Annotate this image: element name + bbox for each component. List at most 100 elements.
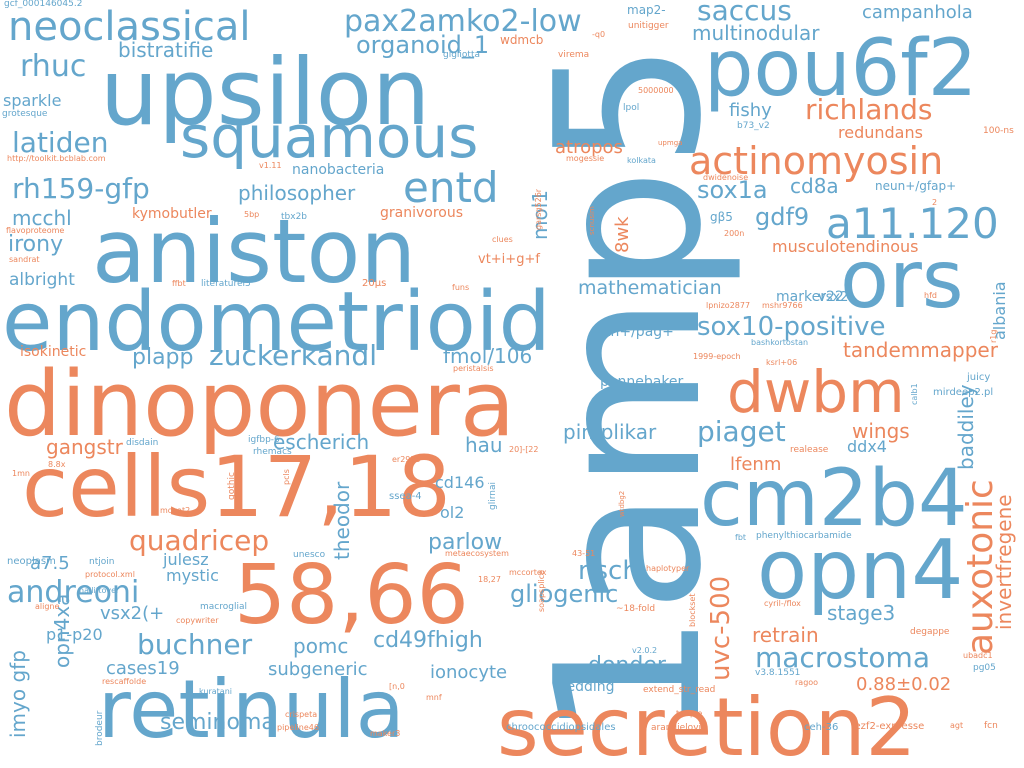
word: atropos	[555, 137, 623, 158]
word: cyril-/flox	[764, 599, 801, 608]
word: a11.120	[826, 199, 999, 248]
word: v1.11	[259, 161, 282, 170]
word: disdain	[126, 438, 159, 448]
word: scnusim	[588, 206, 596, 235]
word: 2	[932, 198, 938, 207]
word: garsg526r	[534, 188, 543, 230]
word: 5bp	[244, 210, 260, 219]
word: kolkata	[627, 156, 656, 165]
word: 43-51	[572, 549, 596, 558]
word: ragoo	[795, 678, 819, 687]
word: wedding	[555, 679, 615, 695]
word: 200n	[724, 229, 745, 238]
word: v3.8.1551	[755, 668, 801, 678]
word: pax2amko2-low	[344, 4, 582, 39]
word: glirnai	[488, 482, 498, 510]
word: parlow	[428, 530, 503, 555]
word: tbx2b	[281, 212, 308, 222]
word: mathematician	[578, 277, 722, 299]
word: retinula	[98, 663, 405, 756]
word: multinodular	[692, 21, 820, 45]
word: mnf	[426, 693, 442, 702]
word: pennebaker	[600, 374, 684, 390]
word: redundans	[838, 123, 923, 142]
word: soapsplice	[537, 569, 546, 612]
word: cd49fhigh	[373, 628, 483, 653]
word: endometrioid	[2, 275, 551, 370]
word: macrostoma	[755, 641, 930, 674]
word: er2925	[392, 455, 421, 464]
word: gangstr	[46, 435, 123, 459]
word: rhuc	[20, 49, 87, 84]
word: fezf2-expresse	[851, 721, 925, 732]
word: irony	[8, 232, 64, 257]
word: halliftover	[79, 586, 120, 595]
word: 100-ns	[983, 126, 1014, 136]
word: crispeta	[285, 710, 318, 719]
word: hfd	[924, 291, 937, 300]
word: wings	[852, 419, 910, 443]
word: a7.5	[30, 553, 70, 574]
word: upmga	[658, 139, 683, 147]
word: 8.8x	[48, 460, 66, 469]
word: piaget	[697, 415, 786, 448]
word: mcchl	[12, 206, 72, 230]
word: rhemacs	[253, 447, 292, 457]
word: nschl	[578, 556, 647, 586]
word: buchner	[137, 628, 253, 661]
word: 0.88±0.02	[856, 674, 952, 695]
word: gothic	[227, 472, 237, 500]
word: 8wk	[612, 216, 633, 253]
word: fcn	[984, 721, 998, 731]
word: 58,66	[234, 548, 469, 643]
word: albright	[9, 270, 75, 290]
word: 5000000	[638, 86, 674, 95]
word: squamous	[180, 103, 479, 171]
word: gigliotta	[443, 50, 481, 60]
word: arandjelovic	[651, 723, 706, 733]
word: vsx2(+	[100, 603, 165, 624]
word: juicy	[967, 372, 991, 383]
word: hau	[465, 433, 503, 457]
word: pimplikar	[563, 420, 657, 444]
word: invertfregene	[992, 494, 1016, 630]
word: 1999-epoch	[693, 352, 741, 361]
word: degappe	[910, 627, 950, 637]
word: granivorous	[380, 205, 464, 221]
word: neun+/gfap+	[875, 179, 957, 193]
word: -q0	[592, 30, 606, 39]
word: ffbt	[172, 279, 186, 288]
word: phenylthiocarbamide	[756, 531, 852, 541]
word: cases19	[106, 658, 180, 679]
word: clues	[492, 235, 513, 244]
word: grotesque	[2, 109, 48, 119]
word: lfenm	[730, 454, 782, 475]
word: lpol	[623, 103, 640, 113]
word: 1mn	[12, 469, 30, 478]
word: wdmcb	[500, 33, 544, 47]
word: maker3	[370, 729, 401, 738]
word: ol2	[440, 503, 465, 522]
word: sparkle	[3, 91, 62, 110]
word: uvc-500	[706, 575, 736, 681]
word: musculotendinous	[772, 237, 919, 256]
word: mocat2	[160, 506, 191, 515]
word: cd146	[435, 473, 485, 492]
word: literaturel5	[201, 279, 251, 289]
word: mogessie	[566, 154, 605, 163]
word: ntjoin	[89, 557, 115, 567]
word: realease	[790, 445, 829, 455]
word: neoplasm	[7, 556, 56, 567]
word: pcls	[282, 469, 291, 485]
word: gβ5	[710, 210, 733, 224]
word: isokinetic	[20, 344, 87, 360]
word: p1-p20	[46, 625, 103, 644]
word: mshr9766	[762, 301, 803, 310]
word: bashkortostan	[751, 338, 809, 347]
word: peristalsis	[453, 364, 494, 373]
word: richlands	[805, 93, 933, 126]
word: ksrl+06	[766, 358, 798, 367]
word: pou6f2	[704, 24, 978, 114]
word: kymobutler	[132, 206, 212, 222]
word: 18,27	[478, 575, 501, 584]
